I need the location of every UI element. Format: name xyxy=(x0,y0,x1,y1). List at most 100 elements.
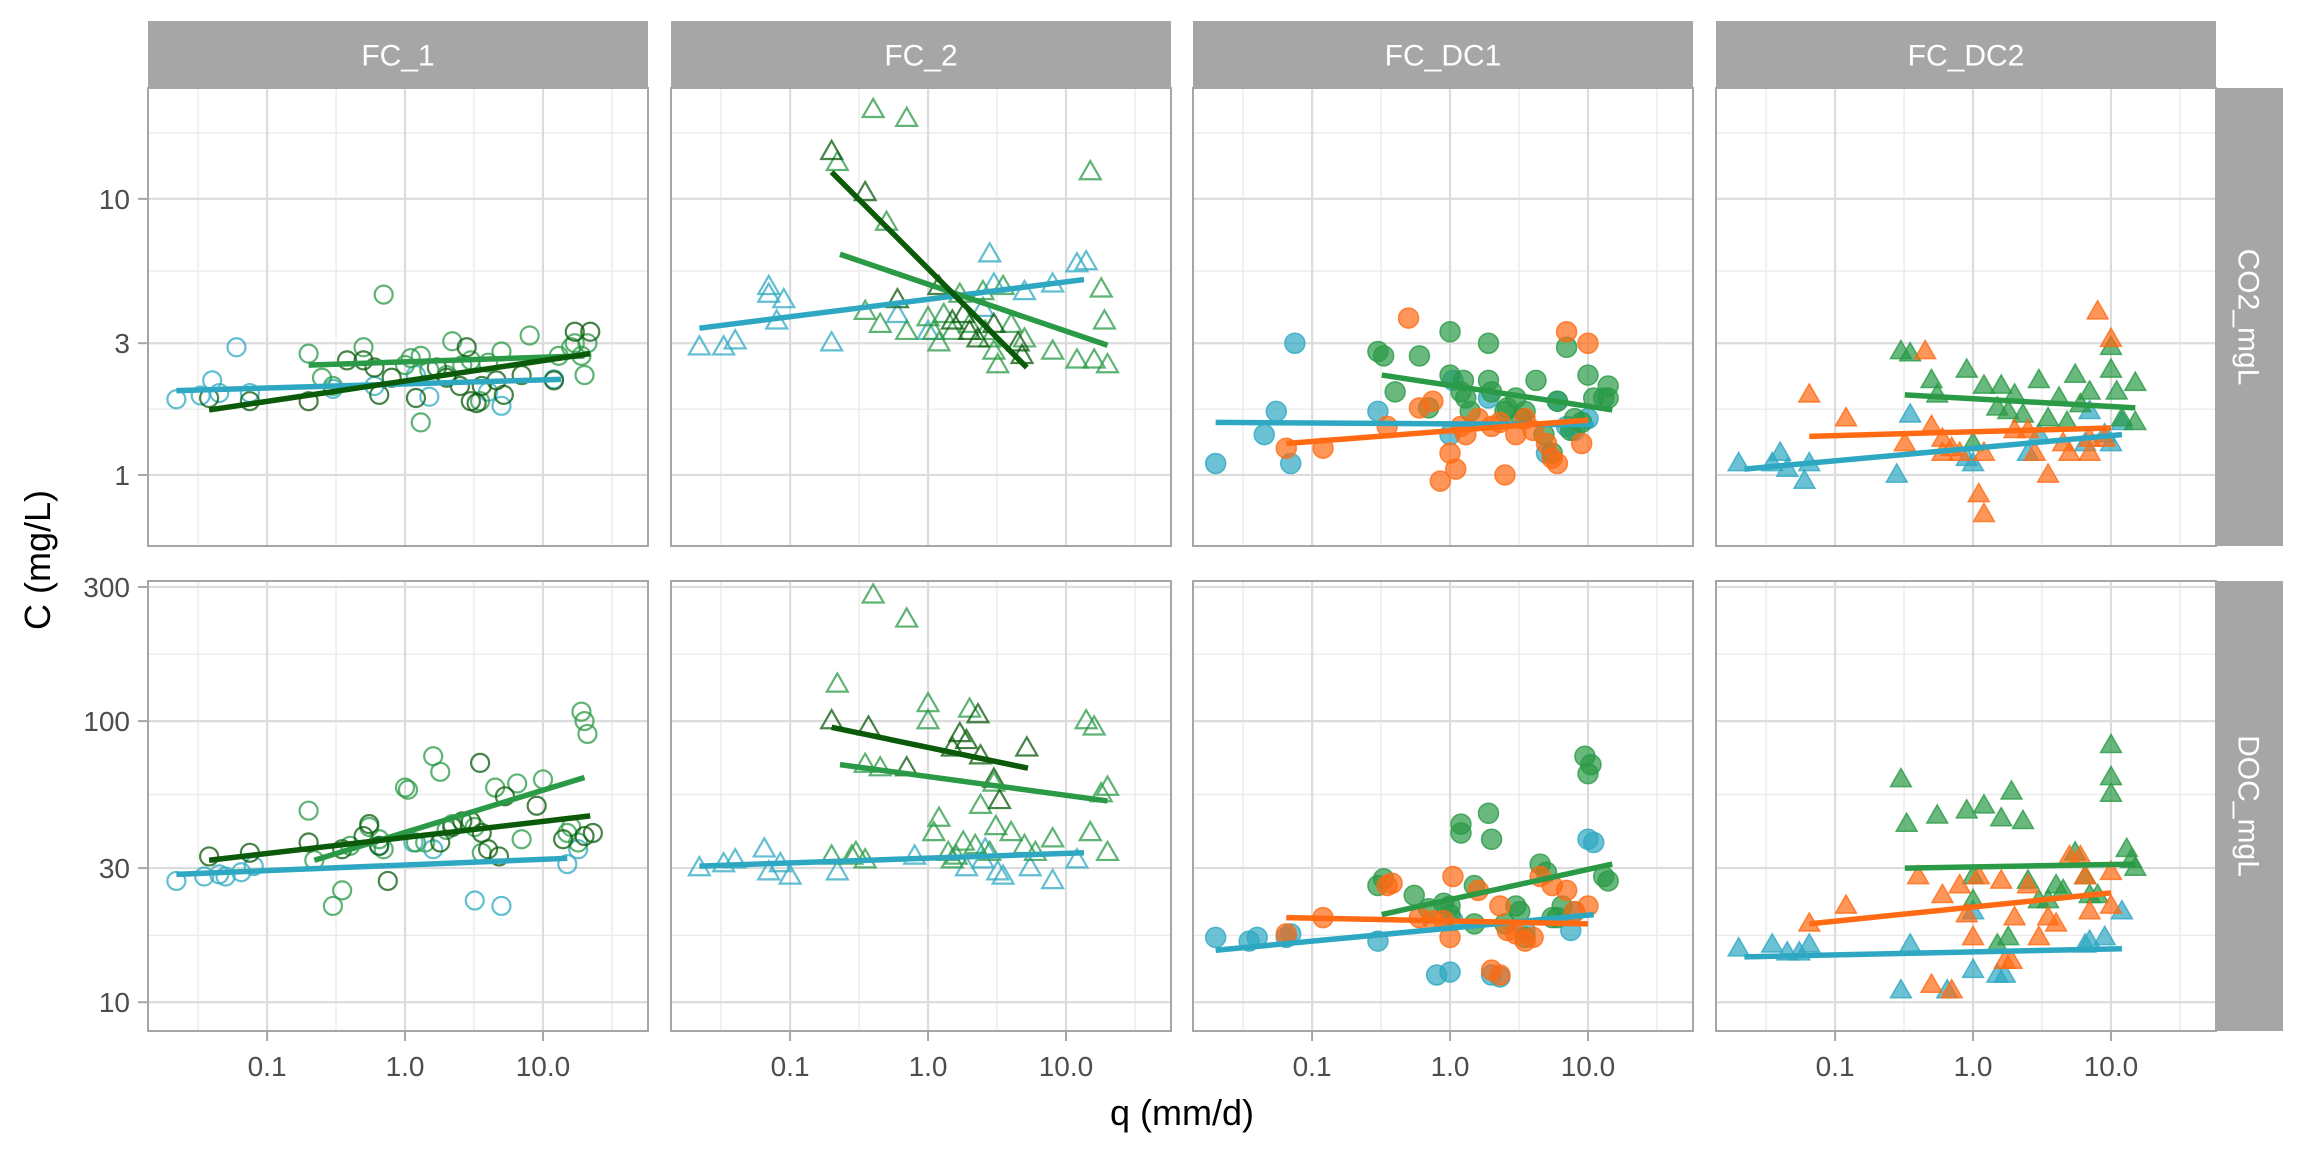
data-point xyxy=(1726,936,1751,957)
data-point xyxy=(983,813,1009,836)
data-point xyxy=(1993,948,2017,970)
data-point xyxy=(950,829,976,851)
data-point xyxy=(1768,440,1792,461)
data-point xyxy=(985,859,1011,881)
data-point xyxy=(2044,911,2068,932)
data-point xyxy=(2099,326,2123,348)
data-point xyxy=(2057,440,2082,461)
data-point xyxy=(1954,902,1979,923)
data-point xyxy=(1429,470,1452,492)
data-point xyxy=(2011,402,2035,423)
data-point xyxy=(2036,406,2060,427)
data-point xyxy=(860,96,886,119)
data-point xyxy=(469,391,491,412)
data-point xyxy=(519,325,540,346)
fit-line-green xyxy=(839,251,1109,348)
data-point xyxy=(511,829,532,850)
plot-area xyxy=(166,284,601,433)
data-point xyxy=(1477,802,1500,825)
data-point xyxy=(1574,745,1596,767)
data-point xyxy=(990,273,1016,296)
data-point xyxy=(574,364,595,386)
data-point xyxy=(2110,406,2134,427)
data-point xyxy=(336,350,358,371)
column-strip-label: FC_1 xyxy=(361,40,434,73)
data-point xyxy=(1012,326,1037,348)
data-point xyxy=(1760,932,1784,953)
data-point xyxy=(1577,364,1599,386)
data-point xyxy=(885,286,910,309)
data-point xyxy=(1570,432,1593,455)
data-point xyxy=(915,304,941,327)
data-point xyxy=(756,273,782,296)
fit-line-green xyxy=(308,353,585,368)
series-orange xyxy=(1797,843,2123,999)
data-point xyxy=(397,779,419,800)
data-point xyxy=(965,326,991,348)
data-point xyxy=(1913,338,1937,360)
data-point xyxy=(1095,351,1120,374)
data-point xyxy=(1064,347,1090,369)
data-point xyxy=(1954,357,1979,378)
panel-FC_DC1-DOC_mgL xyxy=(1192,580,1694,1032)
data-point xyxy=(2027,924,2051,946)
column-strip-label: FC_DC1 xyxy=(1385,40,1502,73)
data-point xyxy=(405,387,427,409)
data-point xyxy=(1494,464,1516,486)
data-point xyxy=(1906,864,1930,885)
fit-line-teal xyxy=(1744,945,2122,960)
data-point xyxy=(1999,779,2024,800)
panel-background xyxy=(1716,88,2216,546)
data-point xyxy=(1092,308,1117,330)
plot-area xyxy=(687,96,1120,374)
data-point xyxy=(469,752,491,774)
data-point xyxy=(977,839,1003,862)
data-point xyxy=(571,701,592,722)
data-point xyxy=(1077,158,1103,181)
data-point xyxy=(2073,864,2097,885)
plot-area xyxy=(1726,732,2148,999)
data-point xyxy=(1204,926,1227,949)
axes-layer: 0.1 1.0 10.0 0.1 1.0 10.0 0.1 1.0 10.0 0.1 1.0 10.0… xyxy=(83,184,2138,1082)
data-point xyxy=(1265,400,1288,423)
data-point xyxy=(1996,398,2021,420)
data-point xyxy=(1996,924,2021,946)
data-point xyxy=(464,890,485,911)
data-point xyxy=(1947,873,1972,894)
data-point xyxy=(2011,808,2035,830)
x-tick-label: 0.1 xyxy=(248,1051,287,1082)
data-point xyxy=(1597,870,1619,892)
data-point xyxy=(860,582,886,604)
y-tick-label: 100 xyxy=(83,706,130,737)
data-point xyxy=(1555,879,1578,902)
data-point xyxy=(1582,831,1605,854)
data-point xyxy=(1555,321,1578,343)
fit-line-green xyxy=(313,774,586,863)
fit-line-orange xyxy=(1286,914,1589,927)
data-point xyxy=(2099,781,2123,802)
data-point xyxy=(1081,714,1107,736)
data-point xyxy=(1577,332,1599,354)
data-point xyxy=(1726,451,1751,472)
data-point xyxy=(1525,369,1547,392)
data-point xyxy=(1541,447,1563,469)
data-point xyxy=(1204,452,1227,475)
data-point xyxy=(568,832,589,853)
data-point xyxy=(2036,462,2060,483)
data-point xyxy=(1450,822,1472,844)
data-point xyxy=(1445,458,1467,480)
data-point xyxy=(1442,865,1464,888)
data-point xyxy=(1014,735,1040,757)
data-point xyxy=(1961,957,1985,979)
data-point xyxy=(968,792,993,814)
data-point xyxy=(507,773,528,794)
panel-background xyxy=(671,581,1171,1031)
column-strip xyxy=(671,21,1171,88)
data-point xyxy=(2016,873,2040,894)
data-point xyxy=(2063,362,2087,383)
data-point xyxy=(1967,864,1991,885)
column-strip-label: FC_2 xyxy=(884,40,957,73)
fit-line-green xyxy=(1904,861,2136,871)
data-point xyxy=(1077,819,1103,842)
data-point xyxy=(1989,806,2013,827)
